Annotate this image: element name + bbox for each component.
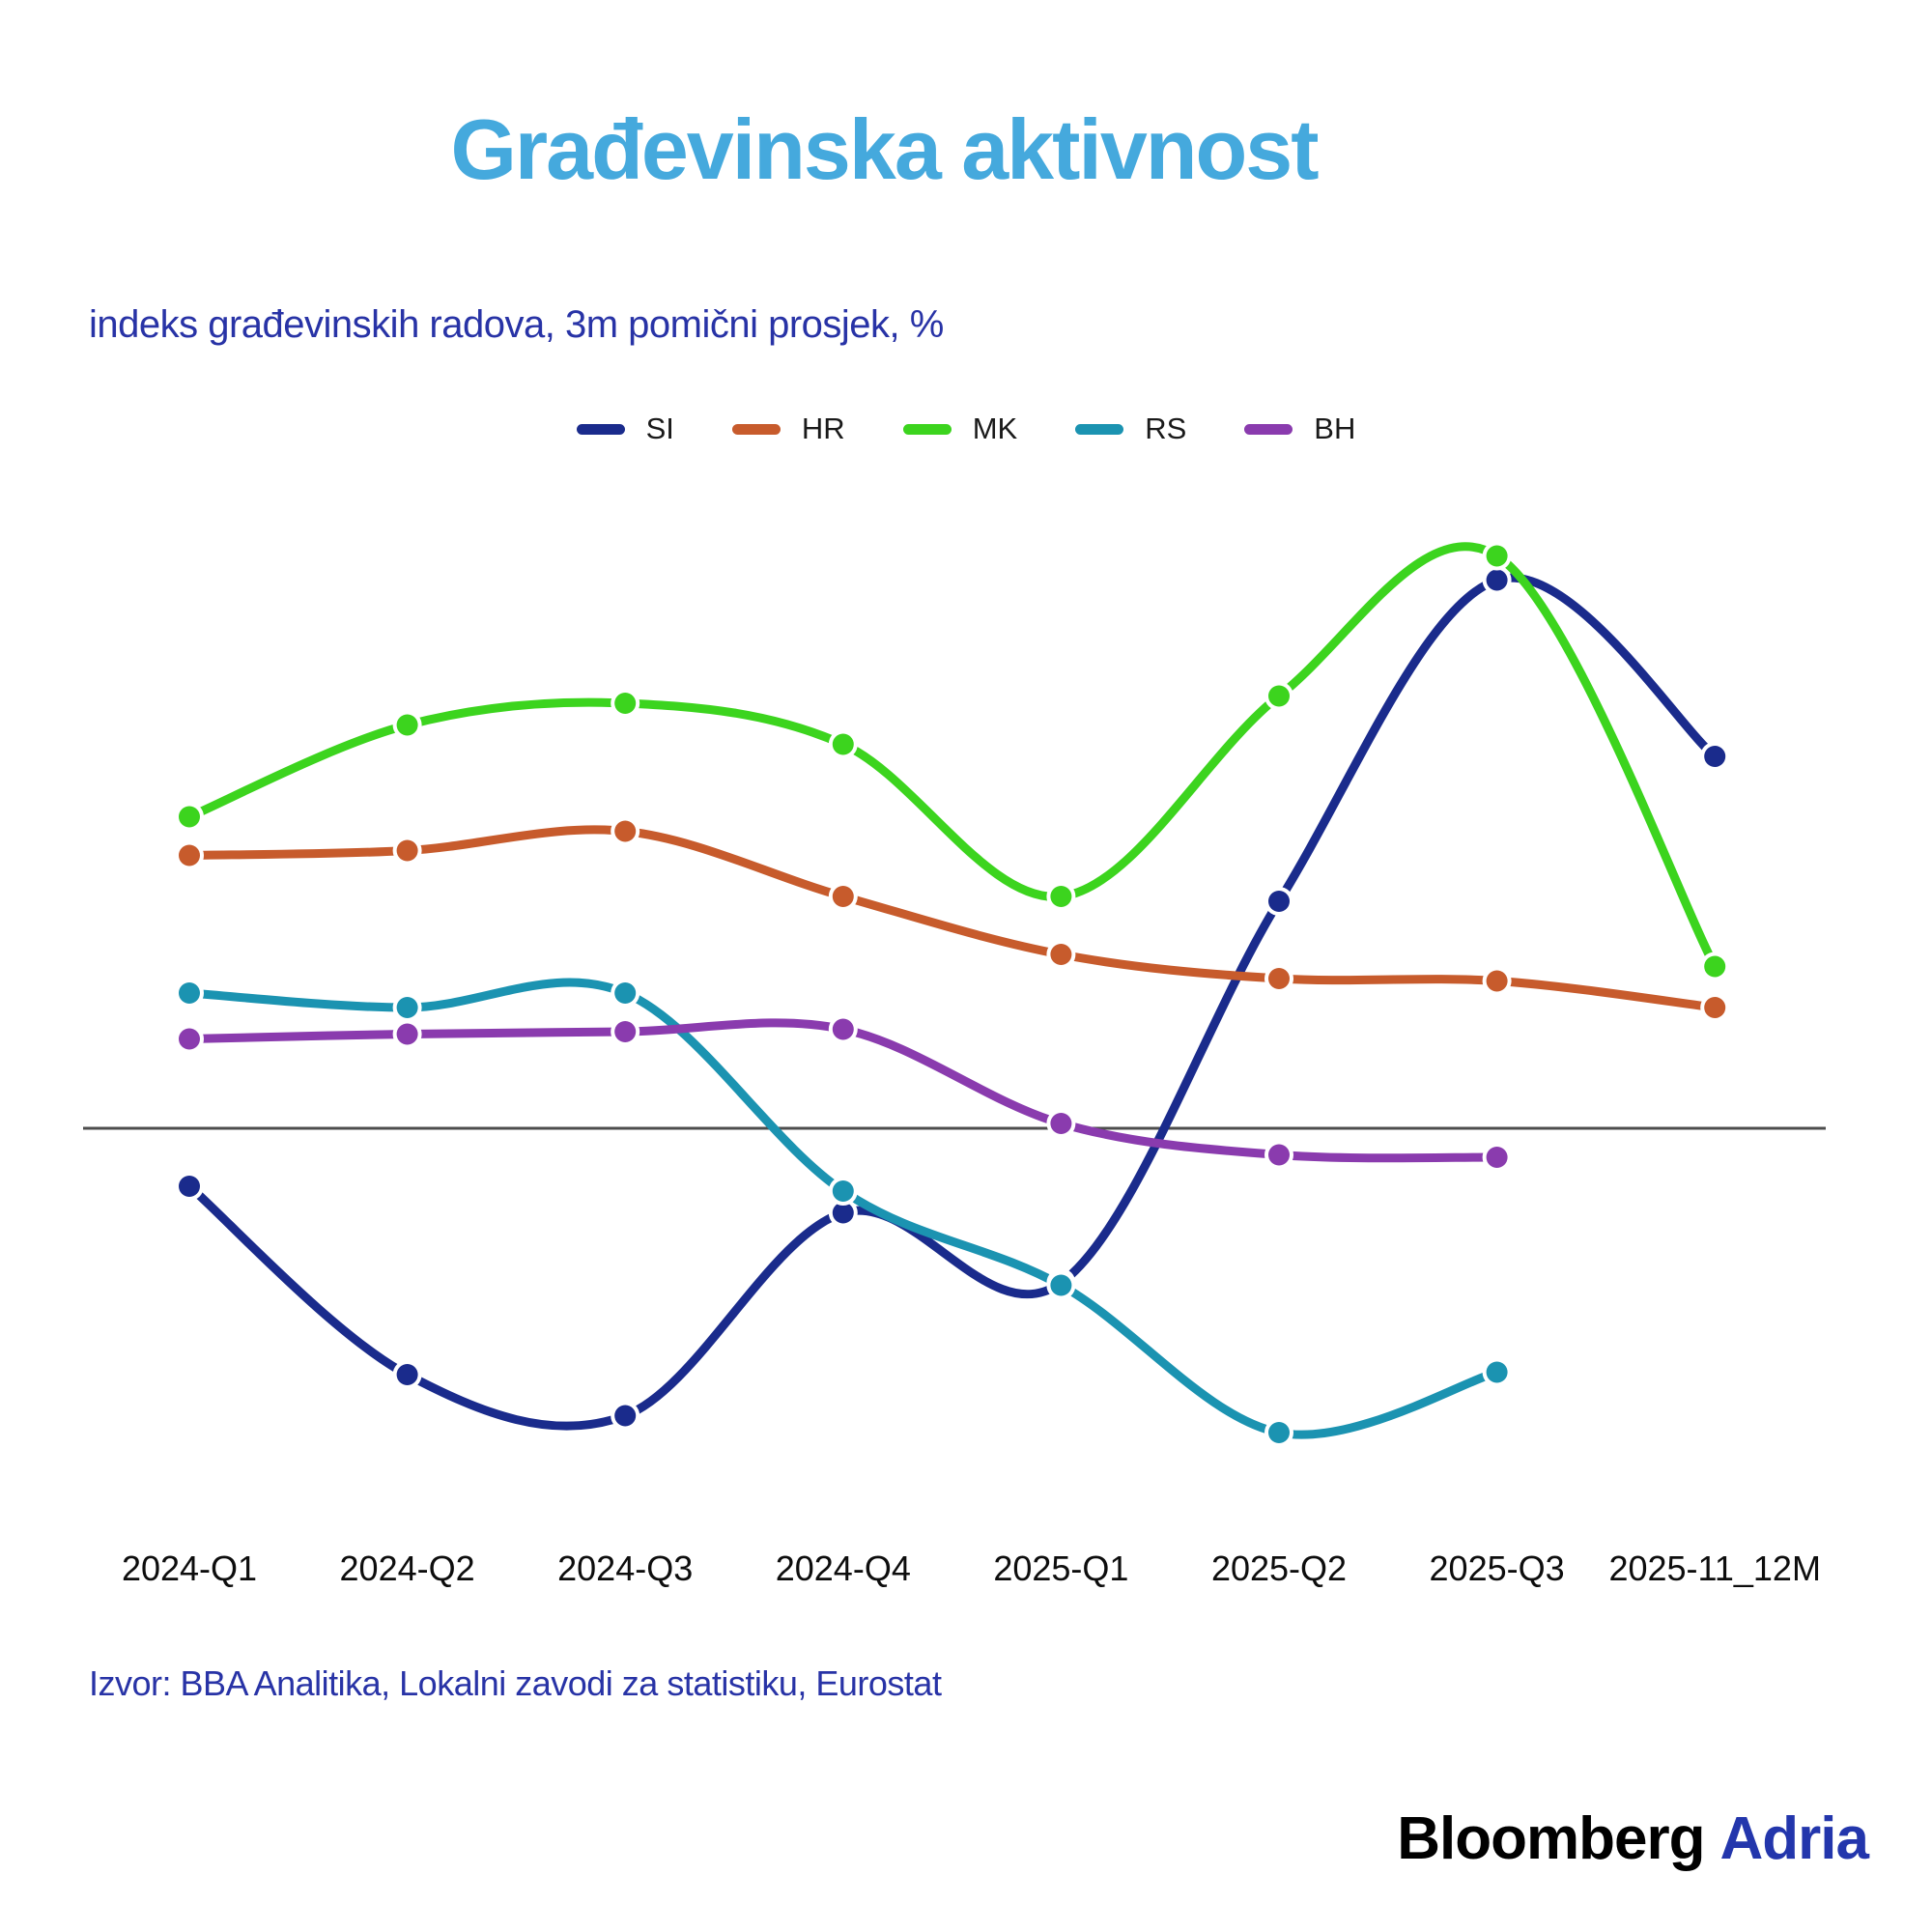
legend-swatch-bh	[1244, 423, 1293, 435]
series-marker-RS-0	[179, 982, 200, 1004]
series-marker-SI-1	[396, 1364, 418, 1385]
legend-label-rs: RS	[1145, 412, 1187, 445]
series-marker-HR-0	[179, 844, 200, 867]
series-marker-MK-1	[396, 714, 418, 736]
x-axis-label: 2025-11_12M	[1608, 1548, 1821, 1588]
chart-subtitle: indeks građevinskih radova, 3m pomični p…	[89, 303, 944, 346]
x-axis-label: 2024-Q1	[121, 1548, 258, 1588]
page-title: Građevinska aktivnost	[450, 101, 1319, 197]
source-note: Izvor: BBA Analitika, Lokalni zavodi za …	[89, 1663, 942, 1703]
series-marker-MK-4	[1050, 886, 1072, 907]
series-line-HR	[185, 825, 1719, 1012]
legend-label-si: SI	[645, 412, 674, 445]
series-marker-RS-2	[614, 982, 637, 1004]
series-marker-SI-5	[1268, 891, 1290, 912]
legend-item-mk: MK	[902, 412, 1018, 446]
legend-item-hr: HR	[731, 412, 845, 446]
series-marker-MK-2	[614, 693, 637, 714]
series-line-MK	[185, 542, 1719, 971]
series-marker-MK-3	[832, 733, 854, 755]
series-marker-SI-2	[614, 1405, 637, 1427]
series-marker-BH-4	[1050, 1113, 1072, 1134]
x-axis-label: 2024-Q3	[557, 1548, 694, 1588]
legend-item-bh: BH	[1244, 412, 1355, 446]
series-marker-RS-5	[1268, 1422, 1290, 1443]
legend-swatch-hr	[731, 423, 781, 435]
series-marker-BH-3	[832, 1018, 854, 1040]
series-marker-HR-2	[614, 820, 637, 842]
x-axis-label: 2025-Q1	[993, 1548, 1129, 1588]
x-axis-label: 2025-Q3	[1429, 1548, 1565, 1588]
logo-bloomberg-text: Bloomberg	[1397, 1805, 1705, 1872]
series-marker-BH-0	[179, 1028, 200, 1050]
series-marker-HR-3	[832, 886, 854, 907]
series-marker-RS-4	[1050, 1274, 1072, 1296]
series-line-SI	[185, 573, 1719, 1431]
series-marker-SI-6	[1486, 569, 1508, 591]
series-marker-HR-1	[396, 839, 418, 862]
series-marker-RS-1	[396, 997, 418, 1018]
chart-legend: SI HR MK RS BH	[0, 412, 1932, 446]
x-axis-label: 2025-Q2	[1210, 1548, 1348, 1588]
series-marker-BH-2	[614, 1021, 637, 1042]
bloomberg-adria-logo: Bloomberg Adria	[1397, 1804, 1869, 1873]
x-axis-label: 2024-Q2	[339, 1548, 475, 1588]
series-marker-BH-6	[1486, 1147, 1508, 1168]
logo-adria-text: Adria	[1719, 1805, 1869, 1872]
x-axis-label: 2024-Q4	[775, 1548, 911, 1588]
legend-swatch-mk	[902, 423, 952, 435]
series-marker-RS-3	[832, 1180, 854, 1202]
legend-swatch-si	[576, 423, 625, 435]
series-marker-BH-1	[396, 1023, 418, 1045]
legend-label-bh: BH	[1314, 412, 1356, 445]
legend-item-si: SI	[576, 412, 674, 446]
legend-swatch-rs	[1075, 423, 1124, 435]
series-marker-HR-7	[1704, 997, 1726, 1018]
series-marker-SI-3	[832, 1202, 854, 1224]
series-marker-SI-0	[179, 1176, 200, 1197]
series-marker-MK-6	[1486, 545, 1508, 567]
series-marker-MK-0	[179, 806, 200, 828]
series-marker-MK-7	[1704, 955, 1726, 978]
legend-label-hr: HR	[801, 412, 845, 445]
series-marker-SI-7	[1704, 746, 1726, 767]
legend-item-rs: RS	[1075, 412, 1186, 446]
series-marker-BH-5	[1268, 1144, 1290, 1166]
series-marker-RS-6	[1486, 1361, 1508, 1383]
series-marker-HR-6	[1486, 970, 1508, 992]
legend-label-mk: MK	[972, 412, 1018, 445]
series-marker-HR-5	[1268, 968, 1290, 989]
series-marker-MK-5	[1268, 685, 1290, 707]
series-marker-HR-4	[1050, 944, 1072, 965]
